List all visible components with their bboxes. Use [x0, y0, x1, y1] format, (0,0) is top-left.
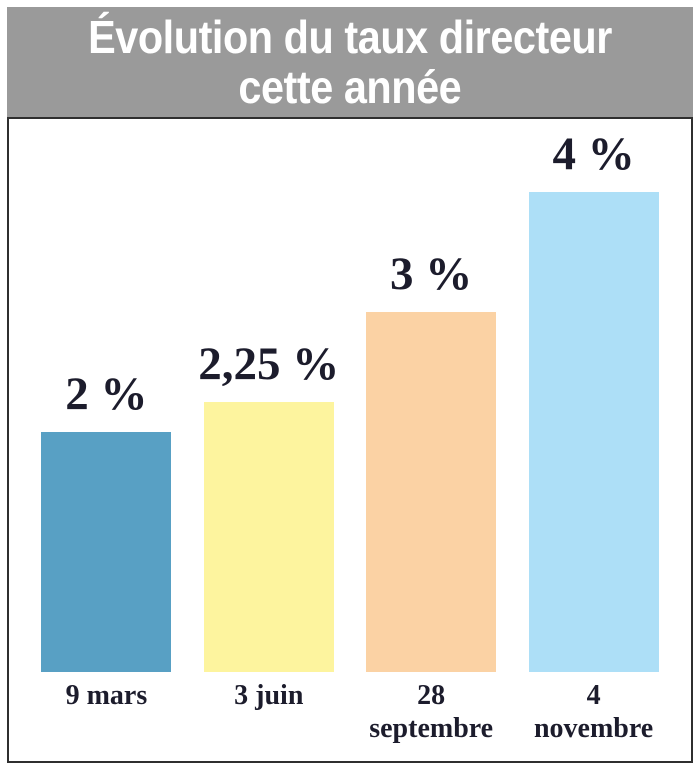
chart-title-line1: Évolution du taux directeur — [88, 11, 612, 63]
bar — [41, 432, 172, 672]
bar-column: 2 % 9 mars — [41, 119, 172, 761]
chart-title-line2: cette année — [238, 61, 462, 113]
bar-column: 4 % 4 novembre — [528, 119, 659, 761]
bar-category-label: 4 novembre — [533, 680, 654, 744]
bar-category-label: 9 mars — [65, 680, 148, 711]
bar — [528, 192, 659, 672]
bar-value-label: 2 % — [65, 368, 148, 420]
bar — [203, 402, 334, 672]
bar-category-label: 28 septembre — [369, 680, 494, 744]
bar-value-label: 3 % — [390, 248, 473, 300]
chart-header: Évolution du taux directeur cette année — [7, 7, 693, 117]
bar-category-label: 3 juin — [234, 680, 304, 711]
bar-column: 2,25 % 3 juin — [198, 119, 339, 761]
bar-chart: 2 % 9 mars 2,25 % 3 juin 3 % 28 septembre 4 % 4 n… — [7, 117, 693, 763]
bar-value-label: 4 % — [552, 128, 635, 180]
bar-column: 3 % 28 septembre — [366, 119, 497, 761]
bar — [366, 312, 497, 672]
bar-value-label: 2,25 % — [198, 338, 340, 390]
